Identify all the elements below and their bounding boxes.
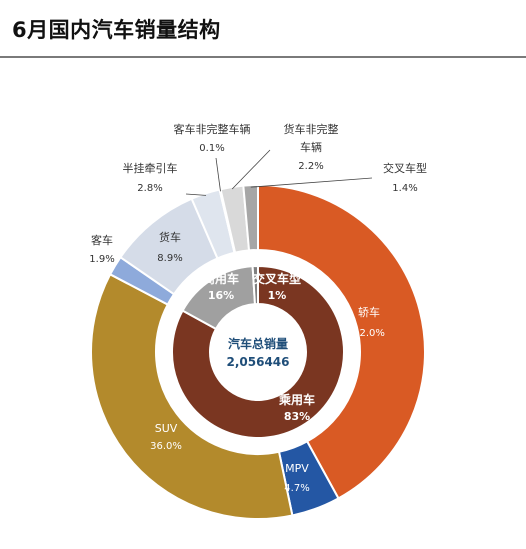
- center-title: 汽车总销量: [228, 336, 288, 351]
- outer-label-name-2: SUV: [155, 422, 178, 435]
- leader-line-6: [215, 157, 221, 192]
- outer-slice-8: [242, 183, 259, 252]
- inner-slice-2: [251, 264, 259, 306]
- outer-label-name-3: 客车: [91, 233, 113, 247]
- page-title: 6月国内汽车销量结构: [12, 18, 221, 42]
- outer-label-name-0: 轿车: [358, 305, 380, 319]
- inner-label-value-1: 16%: [208, 289, 234, 302]
- outer-label-name-7-b: 车辆: [300, 140, 322, 154]
- outer-label-value-0: 42.0%: [353, 328, 385, 339]
- outer-slice-0: [257, 183, 426, 500]
- outer-label-value-8: 1.4%: [392, 183, 417, 194]
- outer-slice-2: [90, 272, 294, 520]
- leader-line-7: [231, 149, 271, 190]
- inner-slice-0: [171, 264, 345, 439]
- leader-line-5: [185, 193, 207, 196]
- outer-label-value-5: 2.8%: [137, 183, 162, 194]
- outer-label-value-4: 8.9%: [157, 253, 182, 264]
- inner-label-name-2: 交叉车型: [253, 271, 301, 286]
- title-divider: [0, 56, 526, 58]
- inner-label-name-1: 商用车: [203, 271, 239, 286]
- outer-label-value-2: 36.0%: [150, 441, 182, 452]
- outer-label-name-8: 交叉车型: [383, 161, 427, 175]
- outer-label-value-6: 0.1%: [199, 143, 224, 154]
- outer-label-name-1: MPV: [285, 462, 309, 475]
- outer-label-name-6: 客车非完整车辆: [174, 122, 251, 136]
- center-value: 2,056446: [226, 355, 289, 369]
- outer-label-value-7: 2.2%: [298, 161, 323, 172]
- outer-label-name-5: 半挂牵引车: [123, 161, 178, 175]
- outer-label-value-1: 4.7%: [284, 483, 309, 494]
- outer-label-value-3: 1.9%: [89, 254, 114, 265]
- inner-label-value-2: 1%: [268, 289, 287, 302]
- outer-label-name-4: 货车: [159, 230, 181, 244]
- inner-label-name-0: 乘用车: [278, 392, 315, 407]
- inner-label-value-0: 83%: [284, 410, 310, 423]
- outer-label-name-7-a: 货车非完整: [284, 122, 339, 136]
- leader-line-8: [250, 177, 373, 188]
